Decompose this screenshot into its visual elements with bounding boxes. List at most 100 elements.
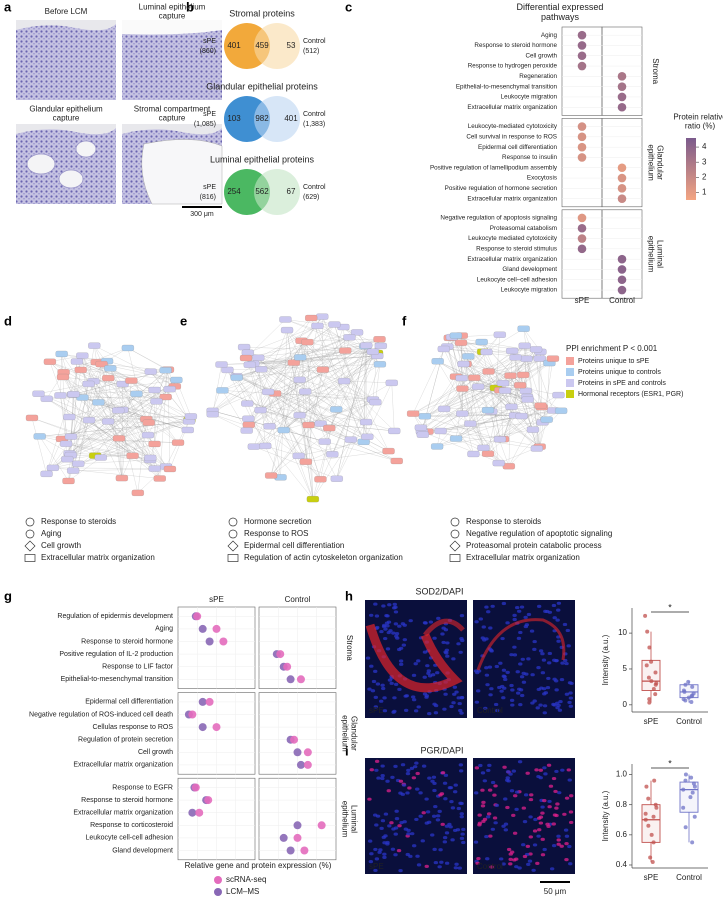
network-edge bbox=[329, 399, 374, 429]
network-node bbox=[104, 365, 117, 372]
network-node bbox=[316, 313, 329, 320]
color-tick-label: 1 bbox=[702, 188, 707, 197]
network-edge bbox=[511, 374, 524, 407]
row-label: Response to steroid hormone bbox=[81, 638, 173, 645]
nucleus bbox=[505, 670, 510, 674]
nucleus bbox=[476, 856, 481, 861]
nucleus bbox=[488, 648, 494, 652]
network-edge bbox=[269, 379, 300, 427]
network-node bbox=[360, 342, 373, 349]
nucleus bbox=[432, 847, 437, 851]
network-node bbox=[314, 420, 327, 427]
nucleus bbox=[389, 681, 394, 685]
nucleus bbox=[501, 824, 506, 828]
nucleus bbox=[490, 780, 496, 785]
nucleus bbox=[503, 797, 508, 801]
nucleus bbox=[547, 651, 553, 656]
scale-bar-label: 300 μm bbox=[190, 211, 214, 218]
data-point bbox=[651, 687, 656, 692]
nucleus bbox=[494, 708, 500, 713]
network-edge bbox=[312, 345, 381, 500]
network-edge bbox=[154, 401, 157, 444]
network-edge bbox=[300, 357, 389, 452]
nucleus bbox=[425, 664, 430, 668]
dot bbox=[577, 122, 587, 131]
network-edge bbox=[274, 393, 306, 462]
nucleus bbox=[406, 832, 411, 836]
column-label: Control bbox=[285, 595, 311, 604]
network-edge bbox=[267, 316, 323, 392]
nucleus bbox=[421, 811, 426, 815]
row-label: Extracellular matrix organization bbox=[467, 256, 557, 263]
nucleus bbox=[393, 622, 399, 626]
network-edge bbox=[101, 363, 190, 421]
network-node bbox=[131, 489, 144, 496]
network-node bbox=[32, 390, 45, 397]
nucleus bbox=[380, 773, 385, 778]
nucleus bbox=[382, 636, 388, 641]
nucleus bbox=[387, 824, 392, 828]
network-edge bbox=[260, 345, 367, 411]
nucleus bbox=[433, 711, 439, 715]
nucleus bbox=[528, 835, 534, 839]
row-label: Cell survival in response to ROS bbox=[466, 134, 557, 141]
network-edge bbox=[427, 431, 537, 449]
network-edge bbox=[258, 357, 367, 423]
nucleus bbox=[425, 810, 431, 814]
nucleus bbox=[409, 766, 415, 770]
network-node bbox=[265, 472, 278, 479]
nucleus bbox=[541, 658, 547, 662]
nucleus bbox=[500, 636, 505, 641]
nucleus bbox=[418, 814, 423, 818]
nucleus bbox=[568, 862, 573, 866]
network-edge bbox=[38, 383, 89, 394]
nucleus bbox=[384, 614, 389, 618]
network-edge bbox=[308, 424, 337, 479]
data-point bbox=[644, 663, 649, 668]
captured-gland bbox=[58, 169, 84, 189]
nuclei bbox=[473, 760, 574, 872]
nucleus bbox=[512, 645, 517, 649]
network-node bbox=[94, 454, 107, 461]
network-node bbox=[82, 417, 96, 424]
network-node bbox=[414, 424, 427, 431]
network-edge bbox=[70, 418, 147, 456]
nucleus bbox=[545, 822, 550, 826]
network-node bbox=[546, 355, 560, 362]
network-edge bbox=[131, 380, 188, 431]
network-edge bbox=[271, 351, 373, 476]
nucleus bbox=[407, 786, 412, 790]
dot bbox=[205, 637, 214, 646]
network-node bbox=[359, 418, 373, 426]
dot bbox=[204, 796, 213, 805]
nucleus bbox=[400, 763, 406, 767]
network-node bbox=[255, 366, 268, 373]
nucleus bbox=[369, 613, 374, 617]
dot bbox=[617, 254, 627, 264]
data-point bbox=[681, 805, 686, 810]
nucleus bbox=[413, 709, 419, 713]
network-edge bbox=[253, 363, 330, 429]
nucleus bbox=[416, 705, 421, 709]
legend-label: Proteins in sPE and controls bbox=[578, 380, 666, 387]
nucleus bbox=[514, 605, 520, 610]
nucleus bbox=[487, 763, 492, 767]
row-label: Leukocyte migration bbox=[501, 94, 558, 101]
group-label: Stroma bbox=[345, 635, 354, 661]
network-edge bbox=[147, 419, 190, 436]
legend-label: Proteasomal protein catabolic process bbox=[466, 541, 602, 550]
data-point bbox=[690, 684, 695, 689]
dot bbox=[290, 735, 299, 744]
network-edge bbox=[424, 415, 515, 417]
nucleus bbox=[529, 793, 534, 797]
dot bbox=[195, 808, 204, 817]
nucleus bbox=[459, 614, 465, 618]
network-node bbox=[517, 325, 530, 332]
nucleus bbox=[474, 766, 480, 770]
network-edge bbox=[285, 319, 366, 347]
nucleus bbox=[430, 779, 435, 783]
network-node bbox=[515, 412, 528, 420]
network-node bbox=[330, 406, 343, 413]
legend-label: Response to ROS bbox=[244, 529, 308, 538]
venn-circle bbox=[254, 169, 300, 215]
